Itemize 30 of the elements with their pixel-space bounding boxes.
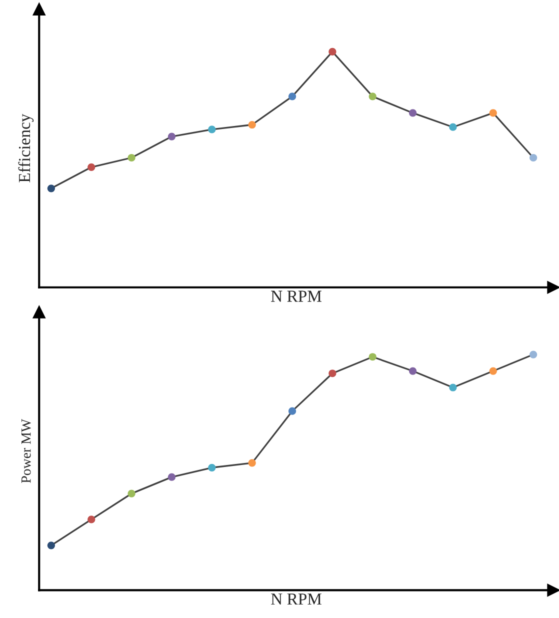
point <box>208 464 216 472</box>
point <box>88 163 96 171</box>
point <box>168 473 176 481</box>
point <box>128 490 136 498</box>
point <box>128 154 136 162</box>
point <box>88 516 96 524</box>
point <box>168 132 176 140</box>
point <box>47 184 55 192</box>
point <box>328 48 336 56</box>
point <box>288 407 296 415</box>
point <box>408 367 417 375</box>
point <box>530 154 538 162</box>
y-axis-title: Power MW <box>22 418 31 483</box>
y-axis-title: Efficiency <box>18 114 34 182</box>
point <box>408 109 417 117</box>
point <box>489 109 497 117</box>
point <box>449 123 457 131</box>
point <box>47 542 55 550</box>
point <box>248 459 256 467</box>
point <box>449 384 457 392</box>
point <box>489 367 497 375</box>
x-axis-title: N RPM <box>271 594 322 605</box>
point <box>368 353 376 361</box>
point <box>288 92 296 100</box>
point <box>248 120 256 129</box>
point <box>530 350 538 358</box>
x-axis-title: N RPM <box>271 290 322 302</box>
point <box>328 370 336 378</box>
point <box>208 126 216 134</box>
point <box>368 92 376 100</box>
